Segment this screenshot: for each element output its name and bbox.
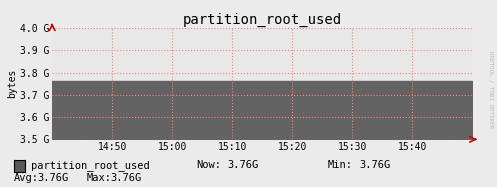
Text: Avg:: Avg: xyxy=(14,173,39,183)
Title: partition_root_used: partition_root_used xyxy=(182,13,342,27)
Text: Now:: Now: xyxy=(196,160,221,171)
Text: 3.76G: 3.76G xyxy=(228,160,259,171)
Y-axis label: bytes: bytes xyxy=(7,69,17,98)
Text: Max:: Max: xyxy=(87,173,112,183)
Text: 3.76G: 3.76G xyxy=(37,173,69,183)
Text: 3.76G: 3.76G xyxy=(359,160,390,171)
Text: partition_root_used: partition_root_used xyxy=(31,160,150,171)
Text: RRDTOOL / TOBI OETIKER: RRDTOOL / TOBI OETIKER xyxy=(489,51,494,128)
Text: 3.76G: 3.76G xyxy=(110,173,142,183)
Text: Min:: Min: xyxy=(328,160,353,171)
